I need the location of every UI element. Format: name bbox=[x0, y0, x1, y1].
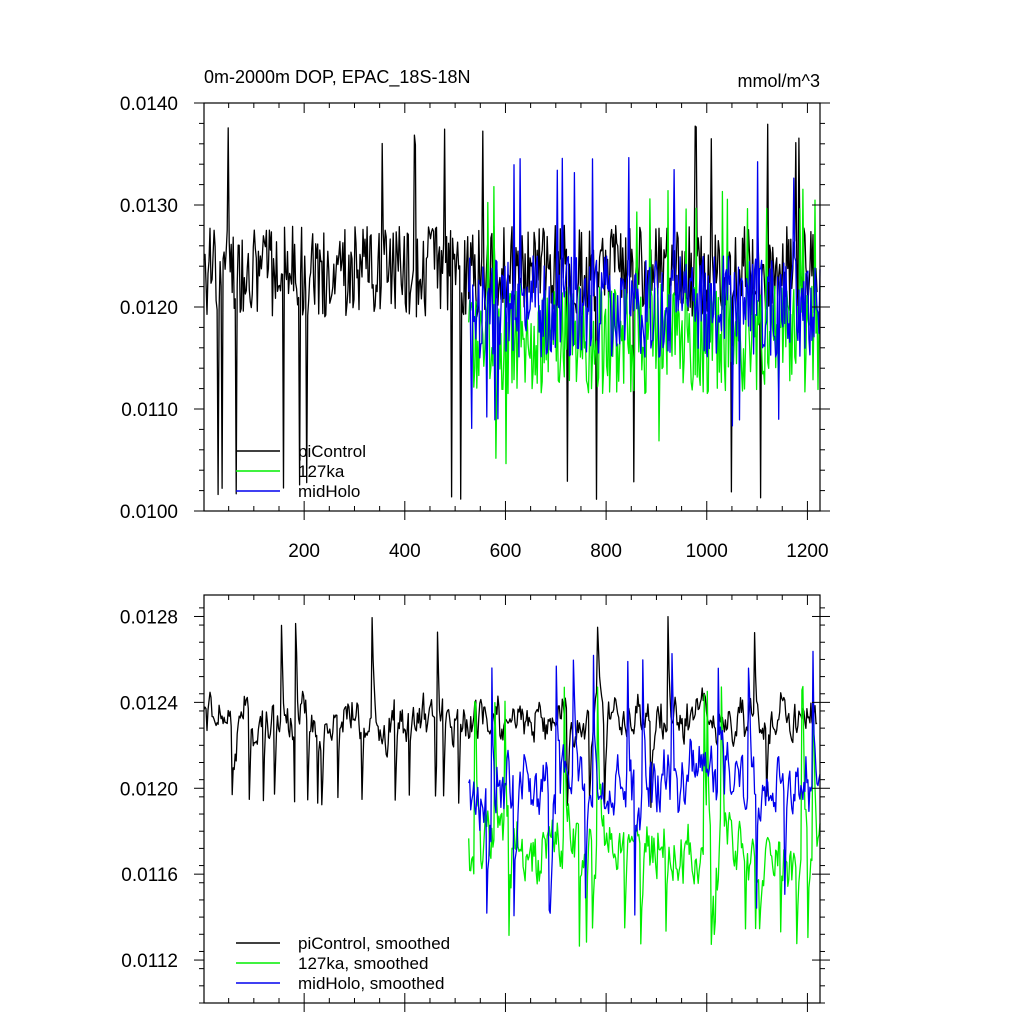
legend-label-127ka: 127ka bbox=[298, 462, 345, 481]
bottom-series-group bbox=[203, 615, 821, 947]
bottom-ticks-group: 0.0112 0.0116 0.0120 0.0124 0.0128 bbox=[120, 595, 830, 1012]
top-xtick-label: 400 bbox=[389, 541, 421, 562]
bottom-panel: 0.0112 0.0116 0.0120 0.0124 0.0128 piControl… bbox=[120, 594, 830, 1012]
top-series-line-3 bbox=[468, 157, 821, 430]
top-xtick-label: 1200 bbox=[786, 541, 828, 562]
top-ytick-label: 0.0100 bbox=[120, 502, 178, 523]
top-ytick-label: 0.0140 bbox=[120, 94, 178, 115]
top-plot-frame bbox=[203, 102, 821, 512]
top-series-line-2 bbox=[468, 185, 821, 465]
top-chart-title: 0m-2000m DOP, EPAC_18S-18N bbox=[204, 67, 470, 88]
bottom-ytick-label: 0.0116 bbox=[121, 865, 178, 886]
bottom-series-line-1 bbox=[203, 615, 818, 809]
top-series-group bbox=[203, 123, 821, 500]
top-xtick-label: 600 bbox=[490, 541, 522, 562]
top-ytick-label: 0.0120 bbox=[120, 298, 178, 319]
legend-label-picontrol-smoothed: piControl, smoothed bbox=[298, 934, 450, 953]
top-legend: piControl 127ka midHolo bbox=[236, 442, 366, 501]
top-ytick-label: 0.0110 bbox=[121, 400, 178, 421]
bottom-series-line-2 bbox=[468, 685, 821, 947]
top-xtick-label: 200 bbox=[288, 541, 320, 562]
top-xtick-label: 1000 bbox=[686, 541, 728, 562]
top-xtick-label: 800 bbox=[590, 541, 622, 562]
legend-label-picontrol: piControl bbox=[298, 442, 366, 461]
bottom-ytick-label: 0.0124 bbox=[120, 693, 179, 714]
bottom-series-line-3 bbox=[468, 650, 821, 917]
legend-label-midholo-smoothed: midHolo, smoothed bbox=[298, 974, 444, 993]
bottom-ytick-label: 0.0120 bbox=[120, 779, 178, 800]
top-chart-units: mmol/m^3 bbox=[738, 71, 820, 91]
legend-label-midholo: midHolo bbox=[298, 482, 360, 501]
bottom-plot-frame bbox=[203, 594, 821, 1004]
top-ticks-group: 200 400 600 800 1000 1200 0.0100 0.0110 0.0120 0.… bbox=[120, 94, 830, 562]
legend-label-127ka-smoothed: 127ka, smoothed bbox=[298, 954, 428, 973]
top-panel: 0m-2000m DOP, EPAC_18S-18N mmol/m^3 200 4… bbox=[120, 67, 830, 562]
top-ytick-label: 0.0130 bbox=[120, 196, 178, 217]
bottom-ytick-label: 0.0128 bbox=[120, 607, 178, 628]
bottom-legend: piControl, smoothed 127ka, smoothed midH… bbox=[236, 934, 450, 993]
bottom-ytick-label: 0.0112 bbox=[121, 951, 178, 972]
